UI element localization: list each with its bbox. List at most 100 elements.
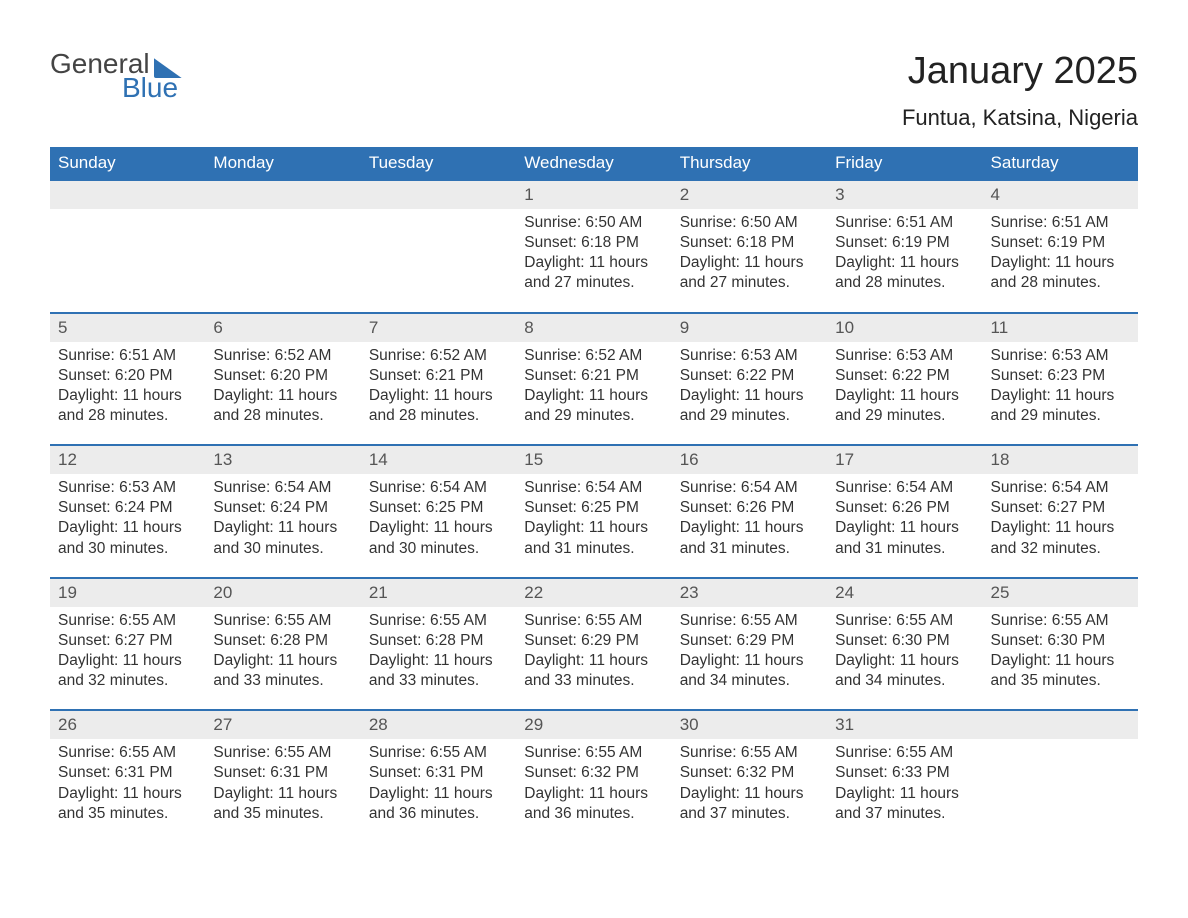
- calendar-week: 19Sunrise: 6:55 AMSunset: 6:27 PMDayligh…: [50, 578, 1138, 711]
- sunset-text: Sunset: 6:24 PM: [213, 498, 352, 518]
- day-body: Sunrise: 6:52 AMSunset: 6:21 PMDaylight:…: [516, 342, 671, 427]
- calendar-day: 3Sunrise: 6:51 AMSunset: 6:19 PMDaylight…: [827, 180, 982, 313]
- daylight-text: Daylight: 11 hours and 32 minutes.: [991, 518, 1130, 558]
- calendar-day: 16Sunrise: 6:54 AMSunset: 6:26 PMDayligh…: [672, 445, 827, 578]
- day-number: 23: [672, 579, 827, 607]
- daylight-text: Daylight: 11 hours and 37 minutes.: [680, 784, 819, 824]
- day-number: 17: [827, 446, 982, 474]
- daylight-text: Daylight: 11 hours and 29 minutes.: [680, 386, 819, 426]
- calendar-day: 19Sunrise: 6:55 AMSunset: 6:27 PMDayligh…: [50, 578, 205, 711]
- daylight-text: Daylight: 11 hours and 32 minutes.: [58, 651, 197, 691]
- sunset-text: Sunset: 6:21 PM: [369, 366, 508, 386]
- calendar-day: 24Sunrise: 6:55 AMSunset: 6:30 PMDayligh…: [827, 578, 982, 711]
- sunrise-text: Sunrise: 6:55 AM: [835, 743, 974, 763]
- logo-text-blue: Blue: [50, 74, 182, 102]
- sunset-text: Sunset: 6:18 PM: [680, 233, 819, 253]
- daylight-text: Daylight: 11 hours and 35 minutes.: [991, 651, 1130, 691]
- day-number: 19: [50, 579, 205, 607]
- day-number: 26: [50, 711, 205, 739]
- sunrise-text: Sunrise: 6:53 AM: [680, 346, 819, 366]
- sunrise-text: Sunrise: 6:52 AM: [524, 346, 663, 366]
- sunrise-text: Sunrise: 6:53 AM: [58, 478, 197, 498]
- column-header: Saturday: [983, 147, 1138, 180]
- calendar-week: 1Sunrise: 6:50 AMSunset: 6:18 PMDaylight…: [50, 180, 1138, 313]
- calendar-week: 12 Sunrise: 6:53 AM Sunset: 6:24 PM Dayligh…: [50, 445, 1138, 578]
- column-header: Sunday: [50, 147, 205, 180]
- sunrise-text: Sunrise: 6:55 AM: [369, 611, 508, 631]
- day-number: 21: [361, 579, 516, 607]
- sunrise-text: Sunrise: 6:51 AM: [58, 346, 197, 366]
- day-body: Sunrise: 6:51 AMSunset: 6:19 PMDaylight:…: [827, 209, 982, 294]
- sunset-text: Sunset: 6:30 PM: [991, 631, 1130, 651]
- calendar-day: 2Sunrise: 6:50 AMSunset: 6:18 PMDaylight…: [672, 180, 827, 313]
- day-number: 24: [827, 579, 982, 607]
- daylight-text: Daylight: 11 hours and 33 minutes.: [524, 651, 663, 691]
- daylight-text: Daylight: 11 hours and 31 minutes.: [835, 518, 974, 558]
- day-number: 3: [827, 181, 982, 209]
- day-body: Sunrise: 6:52 AMSunset: 6:21 PMDaylight:…: [361, 342, 516, 427]
- sunrise-text: Sunrise: 6:53 AM: [835, 346, 974, 366]
- sunrise-text: Sunrise: 6:54 AM: [991, 478, 1130, 498]
- day-body: Sunrise: 6:55 AMSunset: 6:29 PMDaylight:…: [672, 607, 827, 692]
- calendar-day: 14Sunrise: 6:54 AMSunset: 6:25 PMDayligh…: [361, 445, 516, 578]
- sunrise-text: Sunrise: 6:50 AM: [524, 213, 663, 233]
- sunrise-text: Sunrise: 6:55 AM: [680, 743, 819, 763]
- daylight-text: Daylight: 11 hours and 33 minutes.: [369, 651, 508, 691]
- sunset-text: Sunset: 6:32 PM: [524, 763, 663, 783]
- column-header: Tuesday: [361, 147, 516, 180]
- day-number: 4: [983, 181, 1138, 209]
- calendar-day: 1Sunrise: 6:50 AMSunset: 6:18 PMDaylight…: [516, 180, 671, 313]
- sunrise-text: Sunrise: 6:54 AM: [524, 478, 663, 498]
- day-number: 20: [205, 579, 360, 607]
- calendar-header: SundayMondayTuesdayWednesdayThursdayFrid…: [50, 147, 1138, 180]
- header-row: SundayMondayTuesdayWednesdayThursdayFrid…: [50, 147, 1138, 180]
- daylight-text: Daylight: 11 hours and 28 minutes.: [213, 386, 352, 426]
- day-body: Sunrise: 6:54 AMSunset: 6:25 PMDaylight:…: [361, 474, 516, 559]
- sunrise-text: Sunrise: 6:51 AM: [835, 213, 974, 233]
- daylight-text: Daylight: 11 hours and 30 minutes.: [58, 518, 197, 558]
- day-body: Sunrise: 6:51 AMSunset: 6:20 PMDaylight:…: [50, 342, 205, 427]
- sunset-text: Sunset: 6:19 PM: [991, 233, 1130, 253]
- sunset-text: Sunset: 6:31 PM: [58, 763, 197, 783]
- day-body: Sunrise: 6:55 AMSunset: 6:31 PMDaylight:…: [205, 739, 360, 824]
- calendar-day: 8Sunrise: 6:52 AMSunset: 6:21 PMDaylight…: [516, 313, 671, 446]
- calendar-day: 17Sunrise: 6:54 AMSunset: 6:26 PMDayligh…: [827, 445, 982, 578]
- day-body: Sunrise: 6:53 AMSunset: 6:22 PMDaylight:…: [672, 342, 827, 427]
- sunrise-text: Sunrise: 6:55 AM: [213, 743, 352, 763]
- calendar-day: 25Sunrise: 6:55 AMSunset: 6:30 PMDayligh…: [983, 578, 1138, 711]
- calendar-day: 26Sunrise: 6:55 AMSunset: 6:31 PMDayligh…: [50, 710, 205, 842]
- header-row: General Blue January 2025 Funtua, Katsin…: [50, 50, 1138, 131]
- day-number: 29: [516, 711, 671, 739]
- calendar-day: 29Sunrise: 6:55 AMSunset: 6:32 PMDayligh…: [516, 710, 671, 842]
- sunset-text: Sunset: 6:26 PM: [680, 498, 819, 518]
- sunset-text: Sunset: 6:21 PM: [524, 366, 663, 386]
- day-number: 12: [50, 446, 205, 474]
- day-body: Sunrise: 6:55 AMSunset: 6:28 PMDaylight:…: [361, 607, 516, 692]
- day-body: Sunrise: 6:54 AMSunset: 6:25 PMDaylight:…: [516, 474, 671, 559]
- daylight-text: Daylight: 11 hours and 28 minutes.: [58, 386, 197, 426]
- day-body: Sunrise: 6:50 AMSunset: 6:18 PMDaylight:…: [516, 209, 671, 294]
- sunrise-text: Sunrise: 6:55 AM: [680, 611, 819, 631]
- daylight-text: Daylight: 11 hours and 33 minutes.: [213, 651, 352, 691]
- daylight-text: Daylight: 11 hours and 31 minutes.: [680, 518, 819, 558]
- day-number: 11: [983, 314, 1138, 342]
- day-body: Sunrise: 6:55 AMSunset: 6:30 PMDaylight:…: [827, 607, 982, 692]
- daylight-text: Daylight: 11 hours and 28 minutes.: [369, 386, 508, 426]
- calendar-day: 6Sunrise: 6:52 AMSunset: 6:20 PMDaylight…: [205, 313, 360, 446]
- day-number: 13: [205, 446, 360, 474]
- daylight-text: Daylight: 11 hours and 31 minutes.: [524, 518, 663, 558]
- day-number: [50, 181, 205, 209]
- day-number: 5: [50, 314, 205, 342]
- day-number: 6: [205, 314, 360, 342]
- day-number: 7: [361, 314, 516, 342]
- calendar-day: 5Sunrise: 6:51 AMSunset: 6:20 PMDaylight…: [50, 313, 205, 446]
- daylight-text: Daylight: 11 hours and 28 minutes.: [991, 253, 1130, 293]
- day-number: 28: [361, 711, 516, 739]
- sunrise-text: Sunrise: 6:52 AM: [369, 346, 508, 366]
- daylight-text: Daylight: 11 hours and 35 minutes.: [58, 784, 197, 824]
- day-number: 31: [827, 711, 982, 739]
- calendar-day: 31Sunrise: 6:55 AMSunset: 6:33 PMDayligh…: [827, 710, 982, 842]
- daylight-text: Daylight: 11 hours and 35 minutes.: [213, 784, 352, 824]
- calendar-day: 10Sunrise: 6:53 AMSunset: 6:22 PMDayligh…: [827, 313, 982, 446]
- sunrise-text: Sunrise: 6:55 AM: [58, 611, 197, 631]
